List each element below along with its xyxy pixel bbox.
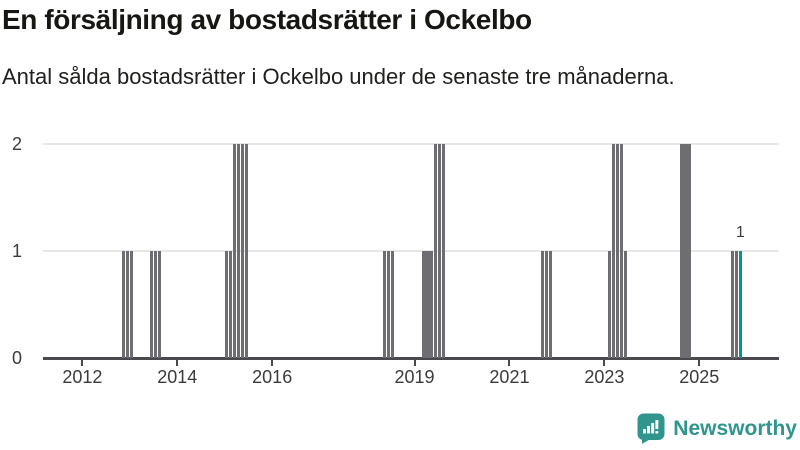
bar-2019-05 <box>430 251 434 358</box>
x-tick-label-2025: 2025 <box>679 367 720 387</box>
bar-2015-06 <box>244 144 248 358</box>
bar-2023-04 <box>616 144 620 358</box>
bar-2024-09 <box>683 144 687 358</box>
x-tick-label-2019: 2019 <box>394 367 435 387</box>
x-tick-label-2012: 2012 <box>62 367 103 387</box>
bar-2013-06 <box>149 251 153 358</box>
bar-2015-02 <box>228 251 232 358</box>
bar-2024-10 <box>687 144 691 358</box>
newsworthy-logo: Newsworthy <box>636 412 797 445</box>
bar-value-label: 1 <box>735 224 745 241</box>
gridline-2 <box>43 143 779 145</box>
x-tick-2012 <box>81 360 84 366</box>
bar-2021-09 <box>541 251 545 358</box>
bar-2025-11 <box>738 251 742 358</box>
bar-2019-04 <box>426 251 430 358</box>
bar-2023-05 <box>620 144 624 358</box>
bar-2023-02 <box>608 251 612 358</box>
x-tick-2025 <box>698 360 701 366</box>
x-tick-2016 <box>271 360 274 366</box>
x-tick-2023 <box>603 360 606 366</box>
x-axis-line <box>43 357 779 360</box>
bar-2021-10 <box>545 251 549 358</box>
chart-title: En försäljning av bostadsrätter i Ockelb… <box>2 4 532 35</box>
chart-subtitle: Antal sålda bostadsrätter i Ockelbo unde… <box>2 64 675 89</box>
x-tick-label-2021: 2021 <box>489 367 530 387</box>
x-tick-2021 <box>508 360 511 366</box>
y-tick-label-2: 2 <box>11 134 22 154</box>
bar-2019-08 <box>442 144 446 358</box>
x-tick-label-2023: 2023 <box>584 367 625 387</box>
x-tick-label-2016: 2016 <box>252 367 293 387</box>
bar-2025-09 <box>730 251 734 358</box>
gridline-1 <box>43 250 779 252</box>
bar-2024-08 <box>679 144 683 358</box>
bar-2021-11 <box>549 251 553 358</box>
bar-2012-11 <box>121 251 126 358</box>
y-tick-label-1: 1 <box>11 241 22 261</box>
x-tick-label-2014: 2014 <box>157 367 198 387</box>
bar-2015-04 <box>236 144 240 358</box>
bar-2019-06 <box>434 144 438 358</box>
y-tick-label-0: 0 <box>11 348 22 368</box>
x-tick-2019 <box>413 360 416 366</box>
newsworthy-logo-text: Newsworthy <box>673 416 797 440</box>
bar-2012-12 <box>125 251 129 358</box>
x-tick-2014 <box>176 360 179 366</box>
bar-2013-07 <box>153 251 157 358</box>
bar-2015-05 <box>240 144 244 358</box>
bar-2023-06 <box>624 251 628 358</box>
bar-2025-10 <box>734 251 738 358</box>
bar-2013-01 <box>129 251 133 358</box>
bar-2018-06 <box>386 251 390 358</box>
bar-2015-03 <box>232 144 236 358</box>
bar-2015-01 <box>224 251 228 358</box>
bar-2018-07 <box>390 251 394 358</box>
bar-2023-03 <box>612 144 616 358</box>
bar-2018-05 <box>382 251 387 358</box>
bar-2019-03 <box>422 251 426 358</box>
bar-2013-08 <box>157 251 161 358</box>
bar-2019-07 <box>438 144 442 358</box>
newsworthy-logo-icon <box>637 413 665 444</box>
